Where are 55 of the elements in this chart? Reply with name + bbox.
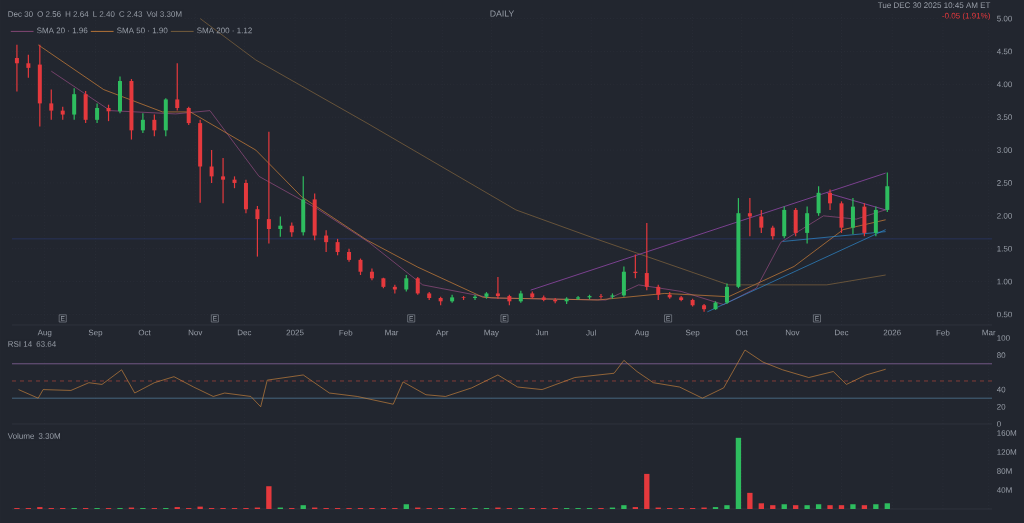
annotation: Volume <box>7 432 35 439</box>
y-tick-label: 100 <box>997 335 1010 341</box>
y-tick-label: 3.50 <box>997 114 1012 121</box>
annotation: -0.05 (1.91%) <box>942 12 990 21</box>
annotation: 63.64 <box>36 341 56 347</box>
y-tick-label: 1.00 <box>997 278 1012 285</box>
y-tick-label: 40M <box>996 487 1012 493</box>
y-tick-label: 3.00 <box>997 147 1012 153</box>
y-tick-label: 2.00 <box>997 213 1012 219</box>
y-tick-label: 120M <box>997 449 1017 455</box>
legend-label: SMA 50 · 1.90 <box>117 27 168 34</box>
x-tick-label: Jun <box>535 329 549 336</box>
legend-label: SMA 200 · 1.12 <box>197 27 252 34</box>
x-tick-label: Mar <box>385 329 399 336</box>
annotation: C 2.43 <box>119 11 143 17</box>
x-tick-label: Dec <box>237 329 252 336</box>
y-tick-label: 0.50 <box>997 311 1012 318</box>
y-tick-label: 1.50 <box>997 245 1012 252</box>
chart-subtitle: Tue DEC 30 2025 10:45 AM ET <box>877 2 991 8</box>
x-tick-label: Feb <box>936 329 950 336</box>
x-tick-label: Sep <box>88 329 103 337</box>
annotation: Vol 3.30M <box>146 11 182 17</box>
annotation: Dec 30 <box>8 11 33 17</box>
y-tick-label: 4.00 <box>996 81 1012 88</box>
annotation: RSI 14 <box>8 341 32 347</box>
y-tick-label: 40 <box>996 386 1006 393</box>
x-tick-label: May <box>484 329 499 337</box>
y-tick-label: 4.50 <box>996 48 1012 55</box>
x-tick-label: 2026 <box>883 329 901 336</box>
annotation: 3.30M <box>38 433 61 439</box>
x-tick-label: Apr <box>436 329 449 337</box>
x-tick-label: Dec <box>835 329 849 336</box>
y-tick-label: 80M <box>997 468 1012 474</box>
x-tick-label: Jul <box>586 329 596 336</box>
annotation: O 2.56 <box>37 11 61 17</box>
x-tick-label: Nov <box>785 329 800 336</box>
y-tick-label: 160M <box>997 430 1017 436</box>
x-tick-label: 2025 <box>286 329 304 336</box>
y-tick-label: 80 <box>997 352 1006 359</box>
x-tick-label: Mar <box>982 329 996 336</box>
y-tick-label: 2.50 <box>997 180 1012 186</box>
x-tick-label: Feb <box>339 329 353 336</box>
x-tick-label: Aug <box>37 329 52 337</box>
x-tick-label: Nov <box>188 329 203 336</box>
annotation: H 2.64 <box>65 11 89 17</box>
chart-title: DAILY <box>490 10 515 17</box>
y-tick-label: 5.00 <box>997 15 1012 22</box>
annotation: L 2.40 <box>93 11 115 17</box>
y-tick-label: 0 <box>997 421 1001 427</box>
x-tick-label: Sep <box>685 329 700 337</box>
legend-label: SMA 20 · 1.96 <box>36 27 88 34</box>
x-tick-label: Aug <box>634 329 649 337</box>
x-tick-label: Oct <box>138 329 151 336</box>
x-tick-label: Oct <box>735 329 748 336</box>
y-tick-label: 20 <box>997 403 1006 410</box>
